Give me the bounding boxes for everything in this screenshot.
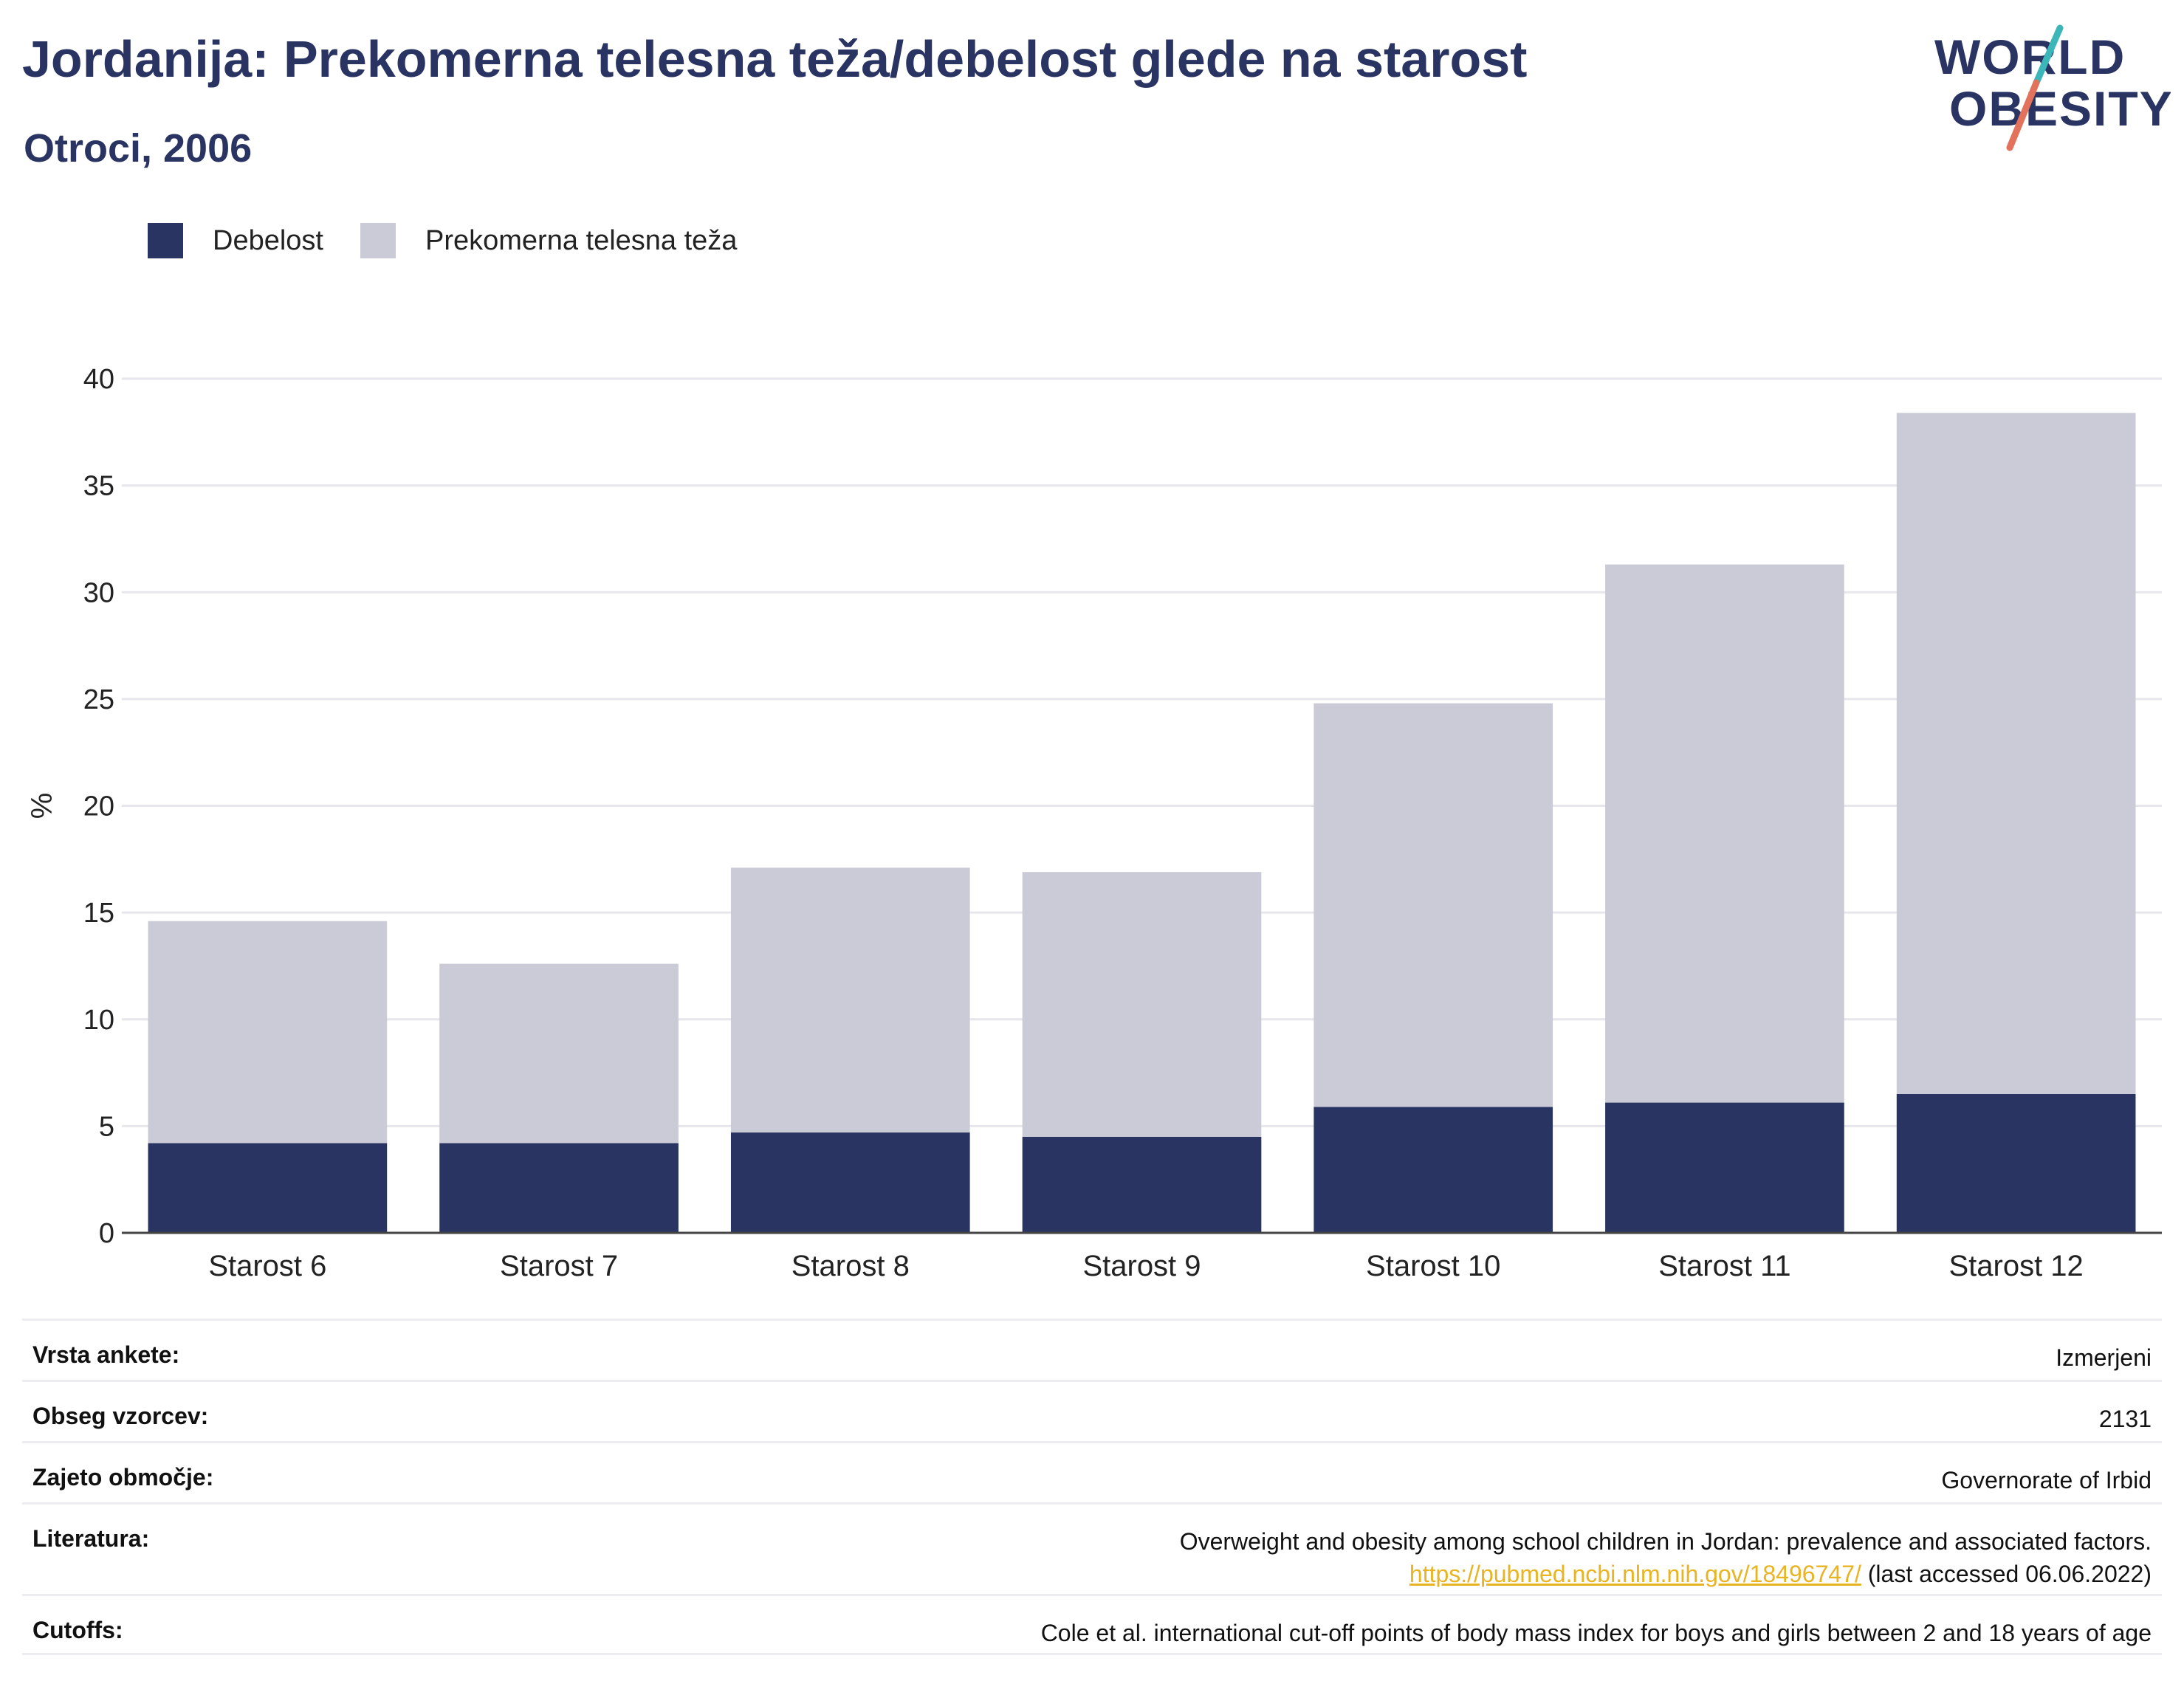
y-tick-label: 30 — [83, 577, 114, 608]
info-row-survey-type: Vrsta ankete: Izmerjeni — [22, 1318, 2162, 1380]
info-label: Cutoffs: — [32, 1617, 123, 1643]
bar-overweight — [1896, 413, 2136, 1094]
stacked-bar-chart: 0 5 10 15 20 25 30 35 40% Starost 6 Starost 7 Staro… — [26, 364, 2162, 1277]
info-label: Literatura: — [32, 1525, 150, 1552]
world-obesity-logo: WORLD OBESITY — [1934, 24, 2171, 151]
legend: Debelost Prekomerna telesna teža — [148, 219, 774, 263]
bar-obesity — [148, 1143, 388, 1233]
legend-label-obesity: Debelost — [213, 224, 323, 256]
logo-line1: WORLD — [1934, 30, 2126, 84]
y-tick-label: 35 — [83, 471, 114, 502]
info-value: Izmerjeni — [2056, 1344, 2152, 1371]
page-subtitle: Otroci, 2006 — [24, 126, 253, 171]
literature-accessed: (last accessed 06.06.2022) — [1861, 1561, 2152, 1587]
x-tick-label: Starost 12 — [1948, 1250, 2083, 1277]
info-row-literature: Literatura: Overweight and obesity among… — [22, 1502, 2162, 1594]
x-tick-label: Starost 9 — [1082, 1250, 1201, 1277]
page-title: Jordanija: Prekomerna telesna teža/debel… — [22, 30, 1528, 88]
x-tick-label: Starost 8 — [791, 1250, 910, 1277]
info-label: Obseg vzorcev: — [32, 1403, 209, 1429]
info-value: Cole et al. international cut-off points… — [1040, 1620, 2152, 1646]
y-axis-label: % — [26, 793, 58, 819]
bar-overweight — [1605, 564, 1844, 1103]
info-value: 2131 — [2098, 1406, 2152, 1432]
legend-item-overweight: Prekomerna telesna teža — [360, 223, 737, 258]
info-row-cutoffs: Cutoffs: Cole et al. international cut-o… — [22, 1594, 2162, 1655]
logo-slash-teal — [2033, 24, 2064, 86]
legend-item-obesity: Debelost — [148, 223, 323, 258]
bar-overweight — [730, 867, 970, 1133]
bar-obesity — [1314, 1107, 1553, 1233]
info-value: Governorate of Irbid — [1941, 1467, 2152, 1493]
legend-swatch-obesity — [148, 223, 183, 258]
logo-slash-coral — [2006, 79, 2040, 151]
bar-obesity — [1022, 1136, 1262, 1233]
info-value: Overweight and obesity among school chil… — [1180, 1505, 2152, 1594]
bar-overweight — [439, 963, 679, 1144]
bar-obesity — [439, 1143, 679, 1233]
y-tick-label: 5 — [99, 1111, 114, 1142]
info-row-area: Zajeto območje: Governorate of Irbid — [22, 1441, 2162, 1502]
literature-link[interactable]: https://pubmed.ncbi.nlm.nih.gov/18496747… — [1409, 1561, 1861, 1587]
y-tick-label: 15 — [83, 898, 114, 929]
bar-obesity — [1896, 1093, 2136, 1233]
y-tick-label: 0 — [99, 1218, 114, 1249]
bar-overweight — [1022, 872, 1262, 1137]
x-tick-label: Starost 10 — [1366, 1250, 1500, 1277]
y-tick-label: 10 — [83, 1005, 114, 1036]
bar-overweight — [148, 921, 388, 1144]
info-label: Vrsta ankete: — [32, 1341, 180, 1368]
info-table: Vrsta ankete: Izmerjeni Obseg vzorcev: 2… — [22, 1318, 2162, 1655]
y-tick-label: 20 — [83, 791, 114, 822]
literature-title: Overweight and obesity among school chil… — [1179, 1528, 2152, 1555]
y-tick-label: 40 — [83, 364, 114, 395]
legend-label-overweight: Prekomerna telesna teža — [425, 224, 738, 256]
info-label: Zajeto območje: — [32, 1464, 214, 1491]
legend-swatch-overweight — [360, 223, 396, 258]
bar-obesity — [1605, 1102, 1844, 1233]
x-tick-label: Starost 6 — [208, 1250, 326, 1277]
x-tick-label: Starost 11 — [1658, 1250, 1790, 1277]
y-tick-label: 25 — [83, 684, 114, 715]
bar-overweight — [1314, 703, 1553, 1107]
logo-line2: OBESITY — [1949, 81, 2171, 136]
x-tick-label: Starost 7 — [500, 1250, 618, 1277]
info-row-sample-size: Obseg vzorcev: 2131 — [22, 1380, 2162, 1441]
bar-obesity — [730, 1132, 970, 1233]
